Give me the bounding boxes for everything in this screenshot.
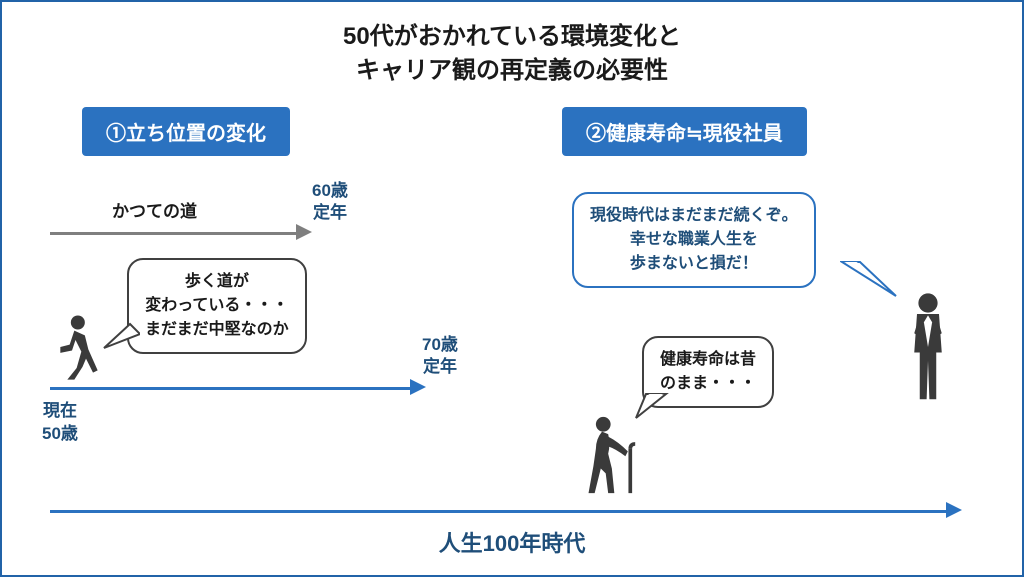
current-age-label: 現在 50歳 xyxy=(42,400,78,446)
title-line1: 50代がおかれている環境変化と xyxy=(2,20,1022,54)
business-bubble-tail xyxy=(840,260,900,300)
walker-bubble-text: 歩く道が 変わっている・・・ まだまだ中堅なのか xyxy=(145,273,289,338)
businessman-icon xyxy=(900,292,956,402)
slide-frame: 50代がおかれている環境変化と キャリア観の再定義の必要性 ①立ち位置の変化 ②… xyxy=(0,0,1024,577)
badge-right-text: ②健康寿命≒現役社員 xyxy=(586,123,783,145)
gray-arrow-head xyxy=(296,224,312,240)
blue-arrow-head xyxy=(410,379,426,395)
timeline-label: 人生100年時代 xyxy=(2,526,1022,558)
old-path-label: かつての道 xyxy=(112,197,197,222)
walker-bubble-tail xyxy=(100,322,140,352)
badge-left-text: ①立ち位置の変化 xyxy=(106,123,266,145)
walker-icon xyxy=(40,312,104,382)
title-line2: キャリア観の再定義の必要性 xyxy=(2,54,1022,88)
business-bubble-text: 現役時代はまだまだ続くぞ。 幸せな職業人生を 歩まないと損だ！ xyxy=(590,207,798,272)
retire-60-label: 60歳 定年 xyxy=(312,180,348,224)
slide-title: 50代がおかれている環境変化と キャリア観の再定義の必要性 xyxy=(2,20,1022,87)
badge-left: ①立ち位置の変化 xyxy=(82,107,290,156)
blue-arrow-line xyxy=(50,387,414,390)
elderly-icon xyxy=(580,412,656,498)
long-arrow-head xyxy=(946,502,962,518)
business-bubble: 現役時代はまだまだ続くぞ。 幸せな職業人生を 歩まないと損だ！ xyxy=(572,192,816,288)
retire-70-label: 70歳 定年 xyxy=(422,334,458,378)
badge-right: ②健康寿命≒現役社員 xyxy=(562,107,807,156)
long-arrow-line xyxy=(50,510,950,513)
gray-arrow-line xyxy=(50,232,300,235)
walker-bubble: 歩く道が 変わっている・・・ まだまだ中堅なのか xyxy=(127,258,307,354)
elderly-bubble-text: 健康寿命は昔 のまま・・・ xyxy=(660,351,756,392)
